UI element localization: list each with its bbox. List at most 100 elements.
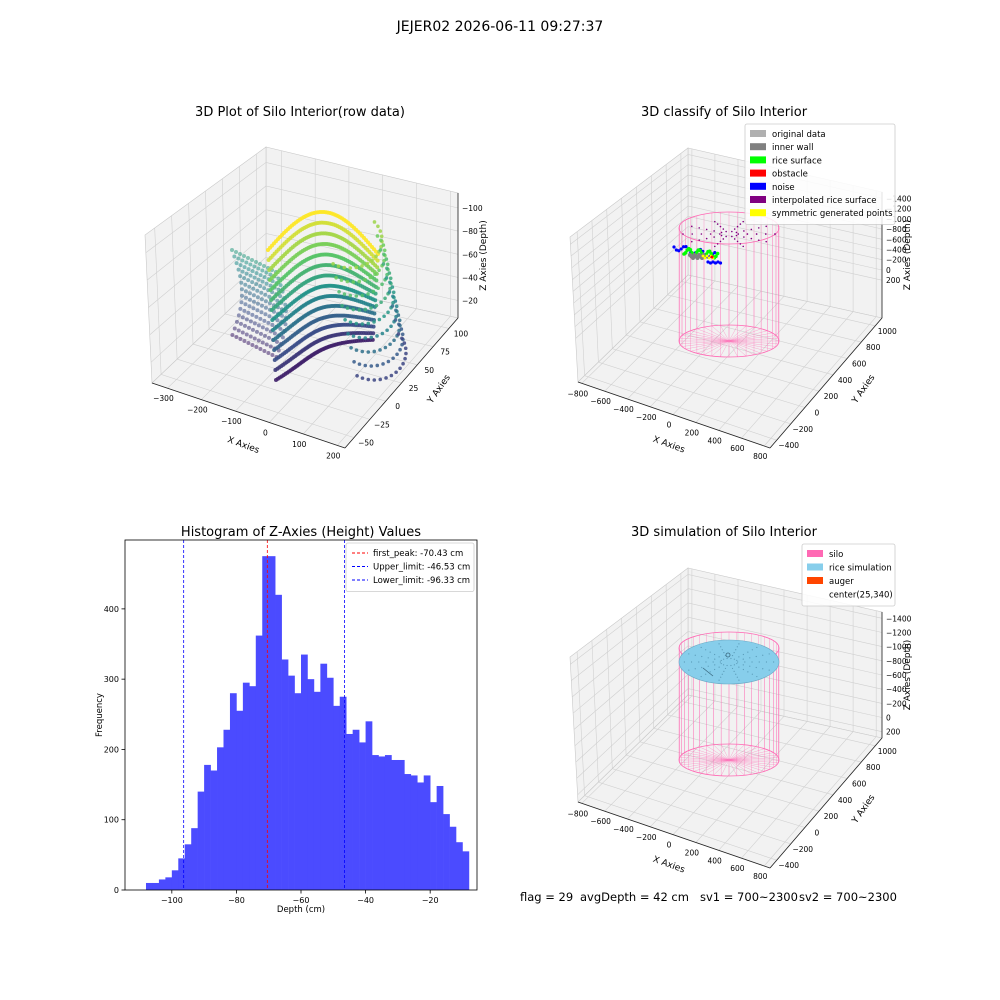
x-grid-line bbox=[627, 579, 739, 820]
raw-point bbox=[256, 323, 261, 328]
histogram-bar bbox=[320, 663, 328, 890]
raw-point bbox=[247, 284, 252, 289]
z-tick-label: −400 bbox=[886, 685, 907, 694]
raw-point bbox=[354, 294, 359, 298]
histogram-bar bbox=[210, 770, 218, 890]
interpolated-point bbox=[743, 230, 745, 232]
rice-grid-point bbox=[707, 657, 709, 659]
raw-scatter-points bbox=[230, 209, 408, 382]
rice-surface-point bbox=[714, 254, 718, 259]
silo-floor-spoke bbox=[728, 332, 773, 342]
rice-grid-point bbox=[733, 670, 735, 672]
z-tick-label: −200 bbox=[886, 256, 907, 265]
x-axis-line bbox=[151, 382, 346, 449]
y-axis-label: Y Axies bbox=[850, 793, 878, 826]
silo-floor-spoke bbox=[681, 759, 730, 766]
y-tick-label: 0 bbox=[395, 402, 400, 411]
raw-point bbox=[251, 299, 256, 304]
silo-floor-spoke bbox=[688, 750, 730, 761]
rice-grid-point bbox=[718, 666, 720, 668]
noise-point bbox=[706, 260, 710, 264]
raw-point bbox=[243, 302, 248, 307]
rice-grid-point bbox=[755, 655, 757, 658]
x-tick-label: −80 bbox=[228, 896, 245, 905]
raw-point bbox=[384, 276, 389, 280]
x-grid-line bbox=[604, 574, 716, 812]
histogram-bar bbox=[449, 826, 457, 890]
raw-point bbox=[378, 377, 383, 382]
raw-point bbox=[255, 301, 260, 306]
rice-grid-point bbox=[723, 670, 725, 672]
raw-point bbox=[331, 261, 335, 266]
y-grid-line bbox=[651, 175, 848, 359]
raw-point bbox=[232, 326, 237, 331]
raw-point bbox=[236, 313, 241, 318]
legend-frame bbox=[801, 543, 896, 607]
raw-point bbox=[260, 340, 265, 345]
raw-point bbox=[254, 345, 259, 349]
rice-grid-point bbox=[730, 664, 732, 667]
raw-point bbox=[378, 248, 383, 252]
legend-label: silo bbox=[829, 550, 843, 560]
histogram-bar bbox=[158, 879, 166, 890]
noise-point bbox=[711, 260, 715, 264]
histogram-bar bbox=[359, 742, 366, 890]
histogram-bar bbox=[184, 844, 192, 890]
rice-grid-point bbox=[705, 649, 707, 651]
rice-grid-point bbox=[736, 676, 738, 678]
raw-point bbox=[239, 280, 244, 285]
raw-point bbox=[238, 252, 242, 256]
raw-point bbox=[391, 356, 395, 361]
raw-point bbox=[394, 370, 398, 375]
rice-grid-point bbox=[765, 661, 768, 663]
raw-point bbox=[270, 353, 275, 357]
noise-point bbox=[677, 249, 681, 253]
raw-point bbox=[357, 308, 362, 312]
interpolated-point bbox=[736, 240, 739, 243]
raw-point bbox=[380, 331, 385, 336]
z-tick-label: −60 bbox=[462, 250, 478, 259]
histogram-bar bbox=[152, 882, 160, 890]
raw-point bbox=[254, 271, 259, 276]
raw-point bbox=[244, 271, 249, 276]
noise-point bbox=[713, 261, 718, 265]
raw-point bbox=[343, 317, 347, 322]
interpolated-point bbox=[705, 228, 708, 231]
raw-point bbox=[232, 254, 237, 259]
raw-point bbox=[385, 266, 389, 271]
raw-point bbox=[259, 297, 264, 302]
rice-grid-point bbox=[720, 646, 722, 648]
raw-point bbox=[242, 265, 247, 270]
interpolated-point bbox=[743, 236, 745, 238]
histogram-bars bbox=[145, 556, 470, 890]
histogram-bar bbox=[242, 682, 250, 890]
raw-point bbox=[243, 295, 248, 300]
raw-point bbox=[369, 306, 373, 310]
silo-floor-spoke bbox=[728, 744, 745, 761]
y-grid-line bbox=[621, 618, 820, 812]
legend-swatch bbox=[807, 577, 823, 584]
rice-grid-point bbox=[742, 653, 744, 656]
silo-floor-spoke bbox=[728, 326, 755, 342]
raw-point bbox=[382, 252, 386, 257]
rice-grid-point bbox=[737, 661, 739, 663]
legend-swatch bbox=[750, 169, 766, 177]
x-grid-line bbox=[741, 185, 854, 439]
z-tick-label: 200 bbox=[886, 276, 901, 285]
z-tick-label: −1200 bbox=[886, 205, 912, 214]
y-grid-line bbox=[606, 209, 805, 408]
x-grid-line bbox=[581, 568, 693, 804]
raw-point bbox=[394, 308, 398, 313]
raw-point bbox=[369, 335, 374, 340]
silo-floor-spoke bbox=[684, 759, 730, 768]
raw-point bbox=[396, 332, 401, 336]
interpolated-point bbox=[705, 237, 708, 240]
y-grid-line bbox=[222, 178, 418, 366]
silo-floor-spoke bbox=[690, 330, 730, 342]
interpolated-point bbox=[742, 245, 745, 248]
raw-point bbox=[239, 300, 244, 305]
y-tick-label: 0 bbox=[814, 829, 819, 838]
raw-point bbox=[348, 266, 353, 270]
raw-point bbox=[360, 376, 365, 380]
rice-grid-point bbox=[707, 665, 709, 667]
